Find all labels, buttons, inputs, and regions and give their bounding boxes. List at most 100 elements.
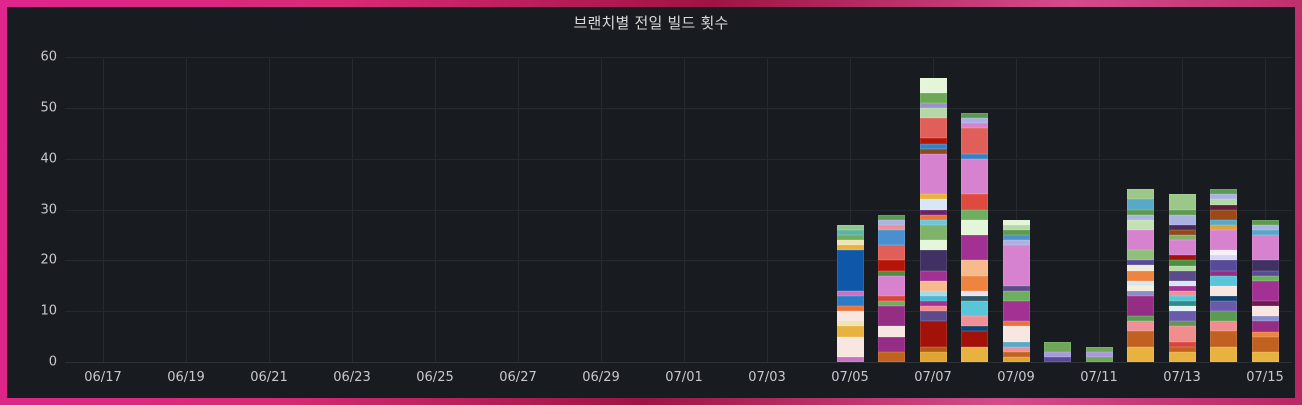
bar-segment-14[interactable] <box>961 153 988 159</box>
bar-segment-10[interactable] <box>1251 260 1279 271</box>
bar-segment-10[interactable] <box>1127 260 1154 266</box>
bar-segment-0[interactable] <box>919 351 947 362</box>
bar-segment-0[interactable] <box>1085 356 1113 362</box>
bar-segment-0[interactable] <box>836 356 864 362</box>
bar-segment-23[interactable] <box>919 107 947 119</box>
bar-segment-7[interactable] <box>878 270 905 276</box>
bar-segment-18[interactable] <box>919 153 947 195</box>
bar-segment-1[interactable] <box>878 336 905 352</box>
bar-segment-3[interactable] <box>1127 316 1154 322</box>
bar-segment-19[interactable] <box>919 148 947 154</box>
bar-segment-9[interactable] <box>919 270 947 281</box>
bar-segment-17[interactable] <box>1168 235 1196 241</box>
bar-segment-2[interactable] <box>1168 341 1196 347</box>
bar-segment-8[interactable] <box>1168 295 1196 302</box>
bar-segment-6[interactable] <box>1127 285 1154 291</box>
bar-segment-0[interactable] <box>961 346 988 362</box>
bar-segment-22[interactable] <box>919 118 947 139</box>
bar-segment-5[interactable] <box>1168 311 1196 322</box>
bar-segment-3[interactable] <box>1002 341 1030 347</box>
bar-segment-25[interactable] <box>919 92 947 103</box>
bar-segment-10[interactable] <box>961 219 988 235</box>
bar-segment-5[interactable] <box>1251 306 1279 317</box>
bar-segment-13[interactable] <box>919 219 947 225</box>
bar-07-14[interactable] <box>1210 189 1237 362</box>
bar-segment-11[interactable] <box>919 240 947 251</box>
bar-segment-6[interactable] <box>878 275 905 296</box>
bar-segment-10[interactable] <box>1210 255 1237 261</box>
bar-segment-6[interactable] <box>1002 301 1030 322</box>
bar-segment-10[interactable] <box>1168 285 1196 291</box>
bar-segment-5[interactable] <box>878 295 905 302</box>
bar-segment-3[interactable] <box>919 311 947 322</box>
bar-07-12[interactable] <box>1127 189 1154 362</box>
bar-segment-8[interactable] <box>1210 270 1237 276</box>
bar-segment-14[interactable] <box>1168 260 1196 266</box>
bar-segment-7[interactable] <box>1002 290 1030 302</box>
bar-segment-22[interactable] <box>1168 194 1196 210</box>
bar-segment-13[interactable] <box>1127 219 1154 230</box>
bar-segment-7[interactable] <box>836 290 864 296</box>
bar-segment-1[interactable] <box>1251 336 1279 352</box>
bar-segment-1[interactable] <box>1168 346 1196 352</box>
bar-segment-4[interactable] <box>1168 321 1196 327</box>
bar-segment-7[interactable] <box>961 275 988 291</box>
bar-segment-3[interactable] <box>1251 321 1279 332</box>
bar-segment-13[interactable] <box>1168 265 1196 271</box>
bar-segment-17[interactable] <box>961 118 988 124</box>
bar-segment-12[interactable] <box>1251 229 1279 235</box>
bar-07-13[interactable] <box>1168 194 1196 362</box>
bar-segment-3[interactable] <box>878 306 905 327</box>
bar-segment-6[interactable] <box>836 295 864 307</box>
bar-segment-2[interactable] <box>1002 346 1030 352</box>
bar-segment-15[interactable] <box>1127 209 1154 215</box>
bar-segment-3[interactable] <box>836 321 864 327</box>
bar-segment-2[interactable] <box>1127 321 1154 332</box>
bar-segment-15[interactable] <box>961 128 988 154</box>
bar-segment-1[interactable] <box>1002 351 1030 357</box>
bar-segment-15[interactable] <box>1168 255 1196 261</box>
bar-segment-16[interactable] <box>1127 199 1154 210</box>
bar-segment-3[interactable] <box>1210 311 1237 322</box>
bar-segment-17[interactable] <box>1127 189 1154 200</box>
bar-segment-12[interactable] <box>1002 229 1030 235</box>
bar-segment-9[interactable] <box>961 234 988 261</box>
bar-segment-11[interactable] <box>836 235 864 241</box>
bar-segment-13[interactable] <box>1251 224 1279 230</box>
bar-segment-2[interactable] <box>836 326 864 337</box>
bar-segment-9[interactable] <box>1168 290 1196 296</box>
bar-segment-14[interactable] <box>1127 214 1154 220</box>
bar-segment-2[interactable] <box>1044 341 1071 352</box>
bar-07-15[interactable] <box>1251 219 1279 362</box>
bar-segment-16[interactable] <box>1168 240 1196 256</box>
bar-segment-8[interactable] <box>1127 270 1154 281</box>
bar-segment-12[interactable] <box>919 224 947 241</box>
bar-segment-0[interactable] <box>1168 351 1196 362</box>
bar-segment-13[interactable] <box>1002 224 1030 230</box>
bar-segment-11[interactable] <box>1168 280 1196 286</box>
bar-segment-14[interactable] <box>1210 219 1237 225</box>
bar-segment-9[interactable] <box>836 245 864 251</box>
bar-segment-8[interactable] <box>1002 285 1030 291</box>
bar-segment-7[interactable] <box>1210 275 1237 286</box>
bar-segment-4[interactable] <box>1127 295 1154 317</box>
bar-segment-4[interactable] <box>836 311 864 322</box>
bar-07-11[interactable] <box>1085 346 1113 362</box>
bar-segment-11[interactable] <box>878 224 905 230</box>
bar-segment-17[interactable] <box>1210 199 1237 205</box>
bar-segment-10[interactable] <box>836 240 864 246</box>
bar-segment-12[interactable] <box>878 219 905 225</box>
bar-segment-3[interactable] <box>961 316 988 327</box>
bar-segment-16[interactable] <box>919 199 947 210</box>
bar-segment-15[interactable] <box>919 209 947 215</box>
bar-segment-13[interactable] <box>836 224 864 230</box>
bar-segment-5[interactable] <box>1210 295 1237 302</box>
bar-segment-13[interactable] <box>1210 224 1237 230</box>
bar-segment-0[interactable] <box>1044 356 1071 362</box>
bar-segment-6[interactable] <box>961 290 988 296</box>
bar-segment-15[interactable] <box>1210 209 1237 220</box>
bar-segment-20[interactable] <box>1168 214 1196 225</box>
bar-segment-4[interactable] <box>1251 316 1279 322</box>
bar-07-05[interactable] <box>836 224 864 362</box>
bar-segment-20[interactable] <box>919 143 947 149</box>
